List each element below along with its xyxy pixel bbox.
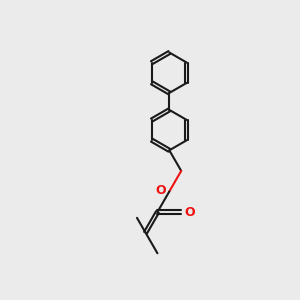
Text: O: O: [185, 206, 195, 219]
Text: O: O: [155, 184, 166, 197]
